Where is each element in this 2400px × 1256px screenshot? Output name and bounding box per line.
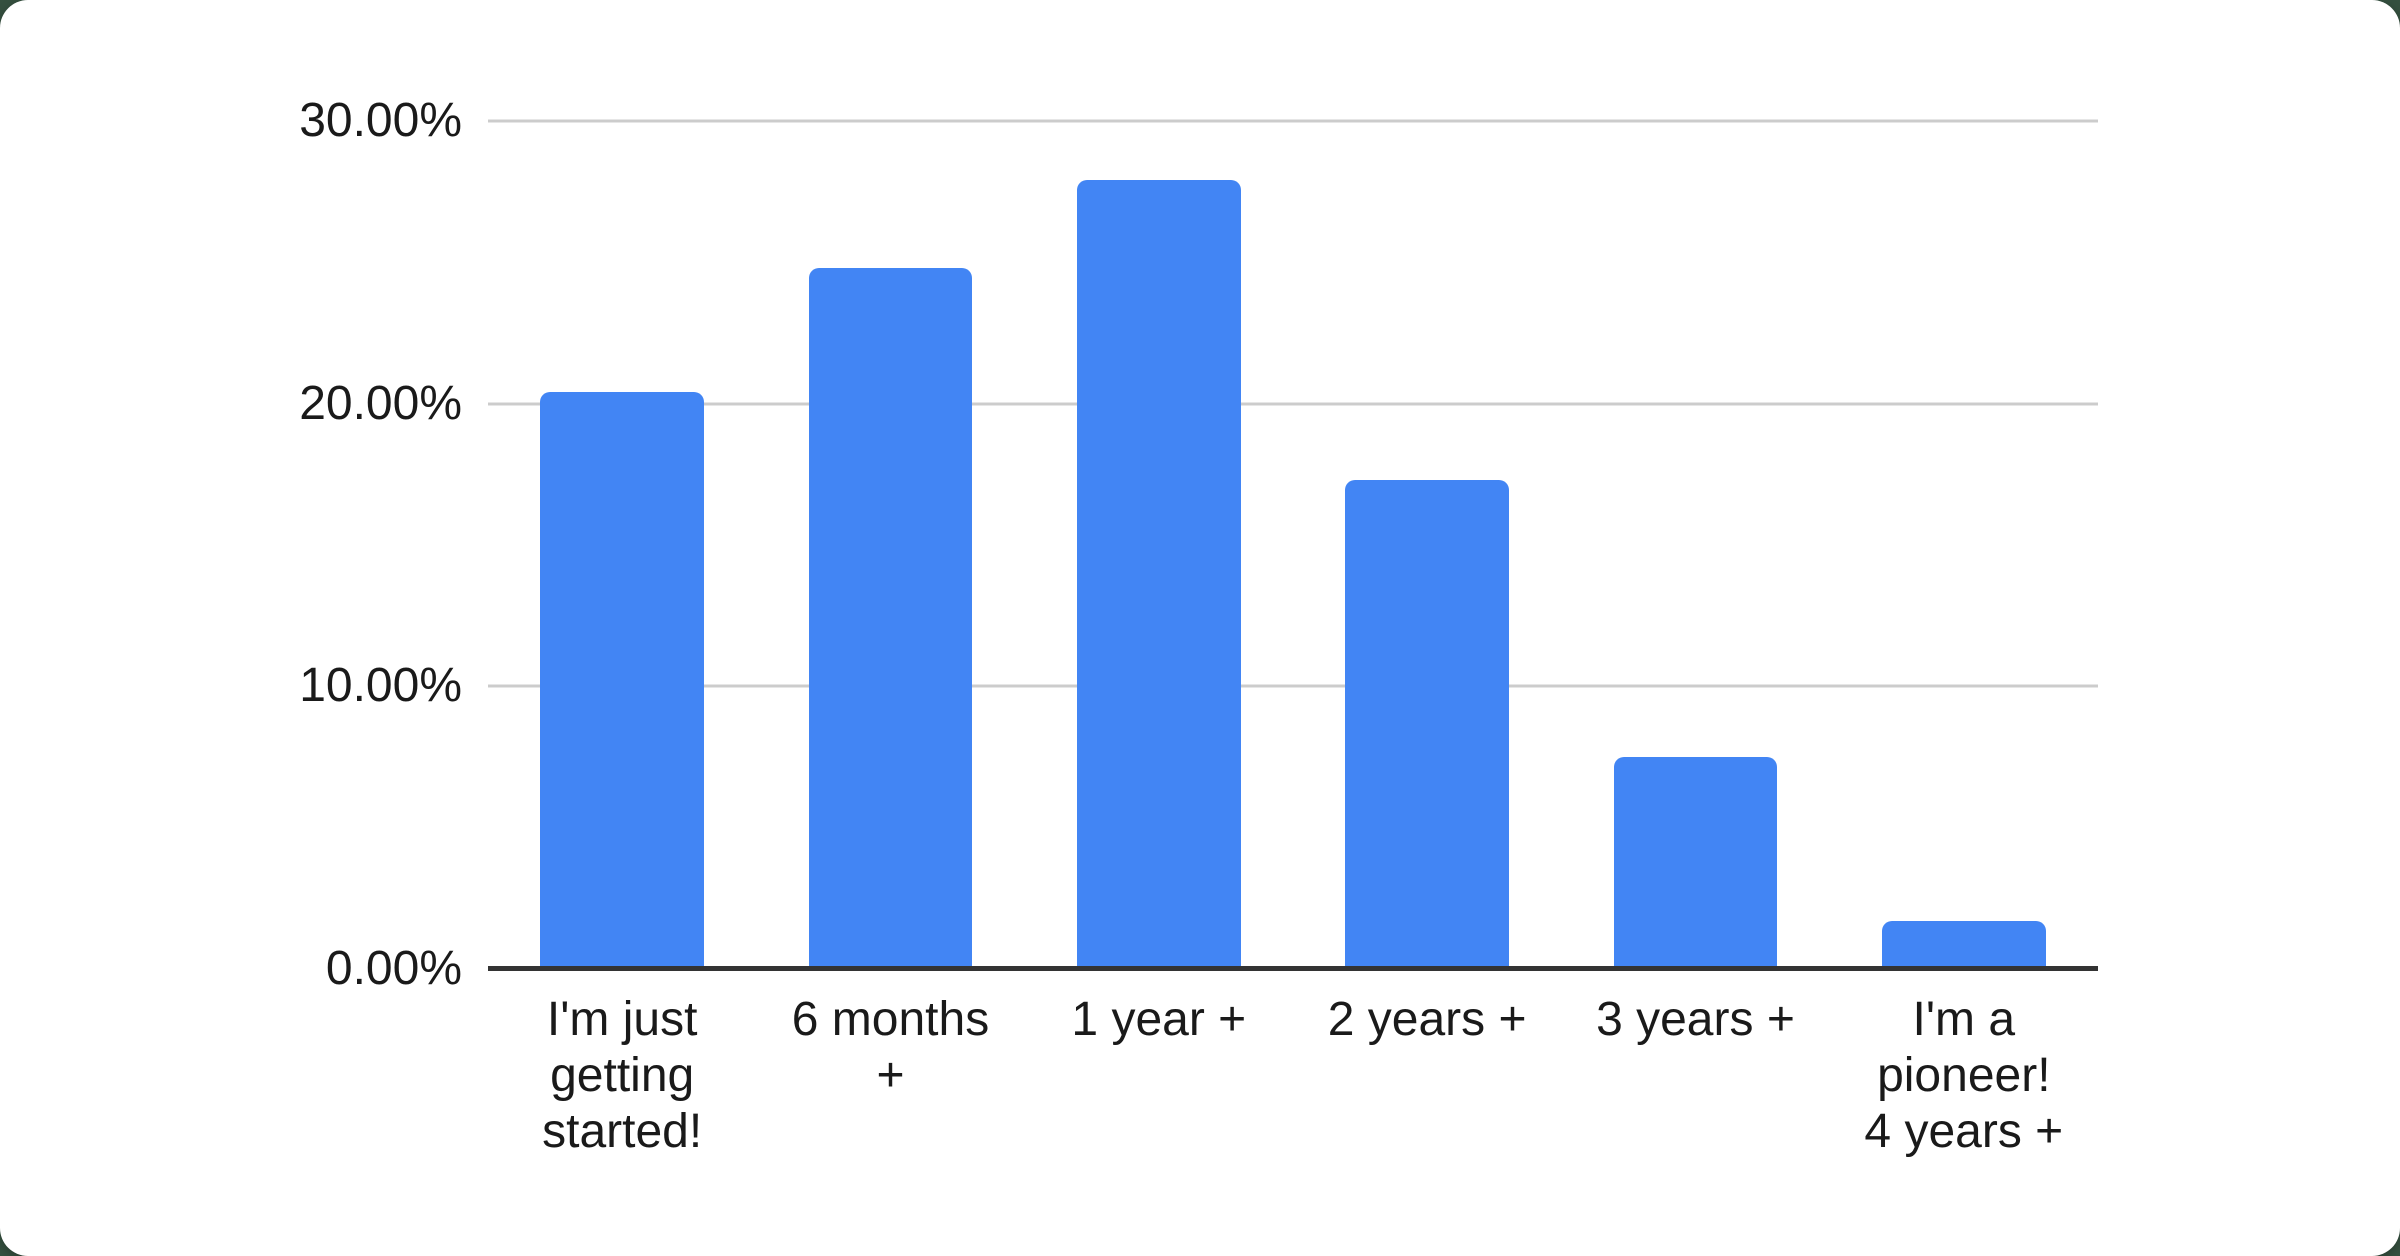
gridline-10-percent <box>488 684 2098 688</box>
band-6-months-plus <box>756 121 1024 969</box>
x-axis-baseline <box>488 966 2098 971</box>
y-tick-label-30: 30.00% <box>299 94 462 147</box>
bar-3-years-plus[interactable] <box>1613 757 1778 969</box>
gridline-30-percent <box>488 119 2098 123</box>
band-2-years-plus <box>1293 121 1561 969</box>
gridline-20-percent <box>488 402 2098 406</box>
band-im-just-getting-started <box>488 121 756 969</box>
x-label-im-just-getting-started: I'm just getting started! <box>542 993 703 1159</box>
y-tick-label-0: 0.00% <box>325 942 462 995</box>
y-tick-label-10: 10.00% <box>299 659 462 713</box>
band-im-a-pioneer-4-years-plus <box>1830 121 2098 969</box>
bar-6-months-plus[interactable] <box>808 268 973 969</box>
bar-1-year-plus[interactable] <box>1076 180 1241 969</box>
band-3-years-plus <box>1561 121 1829 969</box>
x-label-6-months-plus: 6 months + <box>791 993 990 1103</box>
x-label-1-year-plus: 1 year + <box>1071 993 1247 1046</box>
bar-im-a-pioneer-4-years-plus[interactable] <box>1881 920 2046 969</box>
y-tick-label-20: 20.00% <box>299 376 462 430</box>
band-1-year-plus <box>1025 121 1293 969</box>
bar-series <box>488 121 2098 969</box>
plot-area <box>488 119 2098 971</box>
bar-2-years-plus[interactable] <box>1345 480 1509 969</box>
bar-im-just-getting-started[interactable] <box>540 392 704 969</box>
x-label-3-years-plus: 3 years + <box>1596 993 1795 1046</box>
x-label-2-years-plus: 2 years + <box>1327 993 1527 1046</box>
y-axis: 30.00% 20.00% 10.00% 0.00% <box>0 97 462 993</box>
x-label-im-a-pioneer-4-years-plus: I'm a pioneer! 4 years + <box>1864 993 2064 1159</box>
x-axis-labels: I'm just getting started! 6 months + 1 y… <box>488 992 2098 1160</box>
